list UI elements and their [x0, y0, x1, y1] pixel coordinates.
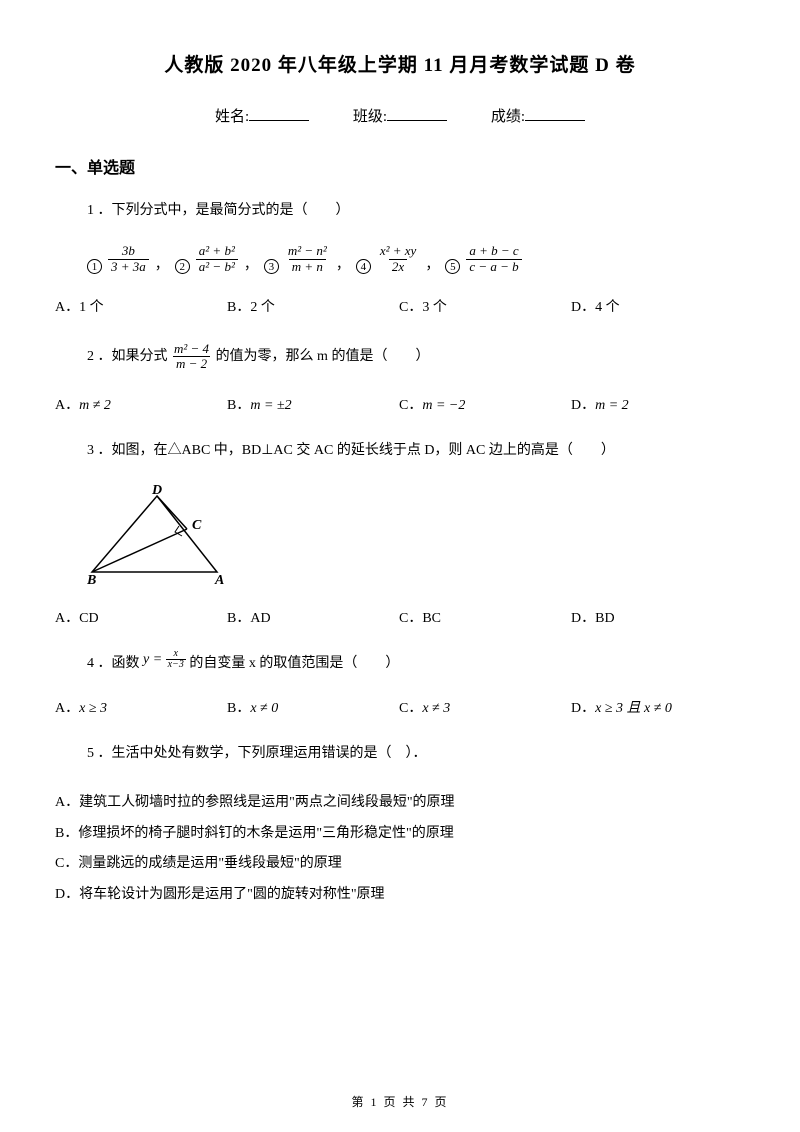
q1-fractions: 1 3b3 + 3a ， 2 a² + b²a² − b² ， 3 m² − n… — [87, 244, 745, 274]
page-footer: 第 1 页 共 7 页 — [0, 1093, 800, 1110]
q4-optD: D．x ≥ 3 且 x ≠ 0 — [571, 697, 743, 717]
q1-options: A．1 个 B．2 个 C．3 个 D．4 个 — [55, 296, 745, 316]
q5-optA: A．建筑工人砌墙时拉的参照线是运用"两点之间线段最短"的原理 — [55, 788, 745, 819]
q4-optA: A．x ≥ 3 — [55, 697, 227, 717]
name-blank — [249, 120, 309, 121]
class-label: 班级: — [353, 109, 387, 125]
q5-text: 5 ．生活中处处有数学，下列原理运用错误的是（ ）． — [87, 743, 745, 765]
circled-2: 2 — [175, 259, 190, 274]
q1-frac1: 3b3 + 3a — [108, 244, 149, 274]
q5-optD: D．将车轮设计为圆形是运用了"圆的旋转对称性"原理 — [55, 880, 745, 911]
svg-text:A: A — [214, 573, 224, 584]
q1-optD: D．4 个 — [571, 296, 743, 316]
score-blank — [525, 120, 585, 121]
q1-frac5: a + b − cc − a − b — [466, 244, 521, 274]
name-label: 姓名: — [215, 109, 249, 125]
q3-optA: A．CD — [55, 607, 227, 627]
circled-5: 5 — [445, 259, 460, 274]
q1-optC: C．3 个 — [399, 296, 571, 316]
q5-optC: C．测量跳远的成绩是运用"垂线段最短"的原理 — [55, 849, 745, 880]
q3-figure: D C B A — [87, 484, 745, 589]
q4-text: 4 ．函数 y = xx−3 的自变量 x 的取值范围是（ ） — [87, 653, 745, 675]
q2-optA: A．m ≠ 2 — [55, 394, 227, 414]
svg-text:D: D — [151, 484, 162, 498]
q1-optB: B．2 个 — [227, 296, 399, 316]
q2-optC: C．m = −2 — [399, 394, 571, 414]
q3-text: 3 ．如图，在△ABC 中，BD⊥AC 交 AC 的延长线于点 D，则 AC 边… — [87, 440, 745, 462]
q2-options: A．m ≠ 2 B．m = ±2 C．m = −2 D．m = 2 — [55, 394, 745, 414]
score-label: 成绩: — [491, 109, 525, 125]
circled-4: 4 — [356, 259, 371, 274]
q3-options: A．CD B．AD C．BC D．BD — [55, 607, 745, 627]
circled-1: 1 — [87, 259, 102, 274]
q2-optD: D．m = 2 — [571, 394, 743, 414]
q2-frac: m² − 4m − 2 — [171, 342, 212, 372]
q4-optC: C．x ≠ 3 — [399, 697, 571, 717]
q1-frac3: m² − n²m + n — [285, 244, 330, 274]
svg-text:B: B — [87, 573, 96, 584]
q1-frac4: x² + xy2x — [377, 244, 419, 274]
q1-optA: A．1 个 — [55, 296, 227, 316]
q4-optB: B．x ≠ 0 — [227, 697, 399, 717]
class-blank — [387, 120, 447, 121]
student-info: 姓名: 班级: 成绩: — [55, 105, 745, 126]
q3-optD: D．BD — [571, 607, 743, 627]
q4-frac: xx−3 — [166, 649, 186, 670]
q2-text: 2 ．如果分式 m² − 4m − 2 的值为零，那么 m 的值是（ ） — [87, 342, 745, 372]
q1-frac2: a² + b²a² − b² — [196, 244, 238, 274]
q4-options: A．x ≥ 3 B．x ≠ 0 C．x ≠ 3 D．x ≥ 3 且 x ≠ 0 — [55, 697, 745, 717]
q5-options: A．建筑工人砌墙时拉的参照线是运用"两点之间线段最短"的原理 B．修理损坏的椅子… — [55, 788, 745, 911]
q5-optB: B．修理损坏的椅子腿时斜钉的木条是运用"三角形稳定性"的原理 — [55, 819, 745, 850]
svg-text:C: C — [192, 518, 202, 533]
section-heading: 一、单选题 — [55, 154, 745, 178]
q3-optC: C．BC — [399, 607, 571, 627]
q3-optB: B．AD — [227, 607, 399, 627]
q2-optB: B．m = ±2 — [227, 394, 399, 414]
exam-title: 人教版 2020 年八年级上学期 11 月月考数学试题 D 卷 — [55, 50, 745, 77]
q1-text: 1 ．下列分式中，是最简分式的是（ ） — [87, 200, 745, 222]
circled-3: 3 — [264, 259, 279, 274]
